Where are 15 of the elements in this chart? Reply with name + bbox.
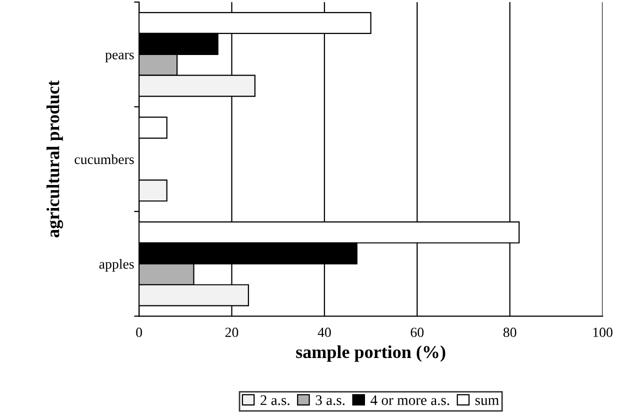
- y-tick-label: pears: [105, 52, 134, 62]
- x-tick-label: 20: [225, 328, 238, 338]
- y-tick-label: apples: [99, 258, 134, 272]
- legend-label: 3 a.s.: [316, 395, 345, 406]
- x-axis-title: sample portion (%): [296, 345, 446, 362]
- legend-label: sum: [475, 398, 499, 406]
- legend-label: 2 a.s.: [260, 395, 290, 406]
- y-axis-title: agricultural product: [46, 80, 64, 238]
- x-tick-label: 80: [503, 328, 516, 338]
- x-tick-label: 60: [410, 328, 424, 338]
- x-tick-label: 40: [318, 328, 331, 338]
- x-tick-label: 0: [136, 328, 142, 338]
- legend-label: 4 or more a.s.: [370, 395, 450, 406]
- x-tick-label: 100: [593, 328, 612, 338]
- y-tick-label: cucumbers: [74, 154, 134, 164]
